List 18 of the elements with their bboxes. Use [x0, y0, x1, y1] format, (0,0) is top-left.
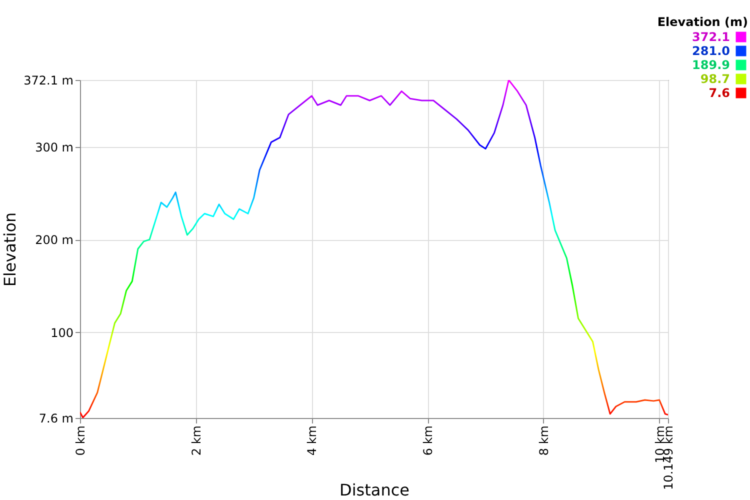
color-bar-label: 281.0 — [692, 44, 730, 58]
y-tick-label: 7.6 m — [38, 412, 74, 426]
color-bar-label: 98.7 — [700, 72, 730, 86]
y-tick-label: 372.1 m — [24, 74, 74, 88]
x-tick-label: 8 km — [536, 426, 551, 456]
y-tick-label: 300 m — [35, 140, 74, 154]
x-axis-title: Distance — [340, 480, 410, 500]
x-tick-label: 0 km — [74, 426, 88, 456]
y-tick-label: 100 — [50, 326, 74, 340]
color-bar-label: 189.9 — [692, 58, 730, 72]
color-bar-title: Elevation (m) — [657, 15, 748, 29]
color-bar-label: 372.1 — [692, 30, 730, 44]
color-bar-label: 7.6 — [708, 86, 730, 100]
x-tick-label: 6 km — [421, 426, 436, 456]
x-tick-label: 2 km — [189, 426, 204, 456]
y-axis-title: Elevation — [0, 212, 20, 287]
x-tick-label: 4 km — [305, 426, 320, 456]
y-tick-label: 200 m — [35, 233, 74, 248]
